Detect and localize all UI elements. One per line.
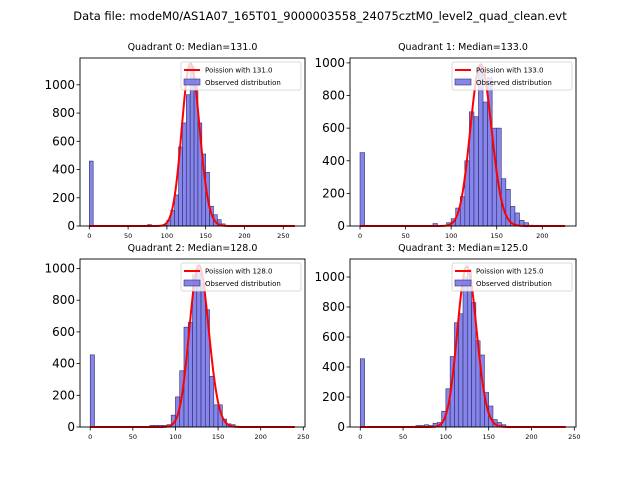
legend-box (180, 262, 302, 292)
subplot-title: Quadrant 1: Median=133.0 (398, 42, 528, 53)
x-tick-label: 150 (482, 433, 494, 441)
legend-bar-swatch (183, 78, 201, 86)
legend-bar-swatch (183, 279, 201, 287)
x-tick-label: 0 (358, 232, 362, 240)
y-tick-label: 1000 (314, 56, 345, 70)
x-tick-label: 150 (491, 232, 503, 240)
y-tick-label: 200 (52, 191, 75, 205)
histogram-bar (189, 66, 195, 227)
subplot-title: Quadrant 3: Median=125.0 (398, 243, 528, 254)
histogram-bar (462, 276, 468, 428)
y-tick-label: 0 (337, 219, 345, 233)
x-tick-label: 0 (88, 433, 92, 441)
histogram-bar (359, 358, 365, 428)
histogram-bar (200, 283, 206, 428)
x-tick-label: 50 (401, 232, 409, 240)
legend-bar-swatch (454, 78, 472, 86)
legend-label-poisson: Poission with 128.0 (205, 268, 273, 276)
y-tick-label: 200 (322, 186, 345, 200)
x-tick-label: 250 (568, 433, 580, 441)
histogram-bar (174, 194, 179, 227)
y-tick-label: 0 (337, 420, 345, 434)
y-tick-label: 200 (52, 388, 75, 402)
subplot-quadrant-2: Quadrant 2: Median=128.0 0 50 100 150 200 250 0… (44, 243, 309, 441)
x-tick-label: 200 (525, 433, 537, 441)
histogram-bar (466, 269, 472, 428)
y-tick-label: 1000 (44, 78, 75, 92)
y-tick-label: 800 (52, 106, 75, 120)
histogram-bar (209, 375, 215, 428)
y-tick-label: 400 (322, 154, 345, 168)
x-tick-label: 250 (297, 433, 309, 441)
legend-label-observed: Observed distribution (476, 280, 552, 288)
histogram-bar (359, 152, 365, 227)
axes-frame (349, 57, 577, 227)
figure-suptitle: Data file: modeM0/AS1A07_165T01_90000035… (73, 9, 567, 23)
legend-box (451, 61, 573, 91)
subplot-title: Quadrant 0: Median=131.0 (128, 42, 258, 53)
legend-label-poisson: Poission with 133.0 (476, 67, 544, 75)
y-tick-label: 800 (322, 89, 345, 103)
histogram-bar (89, 354, 95, 428)
y-tick-label: 600 (52, 134, 75, 148)
y-tick-label: 400 (322, 360, 345, 374)
histogram-bar (196, 268, 202, 428)
x-tick-label: 200 (536, 232, 548, 240)
subplot-title: Quadrant 2: Median=128.0 (128, 243, 258, 254)
y-tick-label: 0 (67, 219, 75, 233)
legend-label-observed: Observed distribution (205, 280, 281, 288)
legend-label-observed: Observed distribution (476, 79, 552, 87)
y-tick-label: 200 (322, 390, 345, 404)
x-tick-label: 150 (199, 232, 211, 240)
y-tick-label: 400 (52, 163, 75, 177)
legend-label-observed: Observed distribution (205, 79, 281, 87)
histogram-bar (89, 160, 94, 227)
y-tick-label: 600 (322, 330, 345, 344)
axes-frame (79, 258, 306, 428)
y-tick-label: 0 (67, 420, 75, 434)
x-tick-label: 50 (124, 232, 132, 240)
subplot-quadrant-0: Quadrant 0: Median=131.0 0 50 100 150 200 250 0… (44, 42, 306, 240)
x-tick-label: 50 (129, 433, 137, 441)
legend-label-poisson: Poission with 131.0 (205, 67, 273, 75)
x-tick-label: 50 (399, 433, 407, 441)
x-tick-label: 100 (440, 433, 452, 441)
subplot-quadrant-3: Quadrant 3: Median=125.0 0 50 100 150 200 250 0… (314, 243, 580, 441)
y-tick-label: 600 (52, 325, 75, 339)
histogram-bar (213, 404, 219, 428)
x-tick-label: 0 (87, 232, 91, 240)
axes-frame (349, 258, 577, 428)
histogram-bar (458, 313, 464, 428)
y-tick-label: 400 (52, 357, 75, 371)
histogram-bar (182, 122, 187, 227)
legend-bar-swatch (454, 279, 472, 287)
x-tick-label: 200 (238, 232, 250, 240)
x-tick-label: 100 (161, 232, 173, 240)
y-tick-label: 1000 (314, 270, 345, 284)
histogram-bar (482, 101, 488, 227)
x-tick-label: 200 (254, 433, 266, 441)
legend-box (451, 262, 573, 292)
y-tick-label: 800 (52, 293, 75, 307)
histogram-bar (473, 116, 479, 227)
x-tick-label: 150 (212, 433, 224, 441)
x-tick-label: 100 (445, 232, 457, 240)
histogram-bar (185, 94, 191, 227)
x-tick-label: 250 (277, 232, 289, 240)
x-tick-label: 0 (358, 433, 362, 441)
axes-frame (79, 57, 306, 227)
y-tick-label: 800 (322, 300, 345, 314)
legend-label-poisson: Poission with 125.0 (476, 268, 544, 276)
y-tick-label: 1000 (44, 262, 75, 276)
y-tick-label: 600 (322, 121, 345, 135)
subplot-quadrant-1: Quadrant 1: Median=133.0 0 50 100 150 200 0 200… (314, 42, 577, 240)
x-tick-label: 100 (169, 433, 181, 441)
legend-box (180, 61, 302, 91)
